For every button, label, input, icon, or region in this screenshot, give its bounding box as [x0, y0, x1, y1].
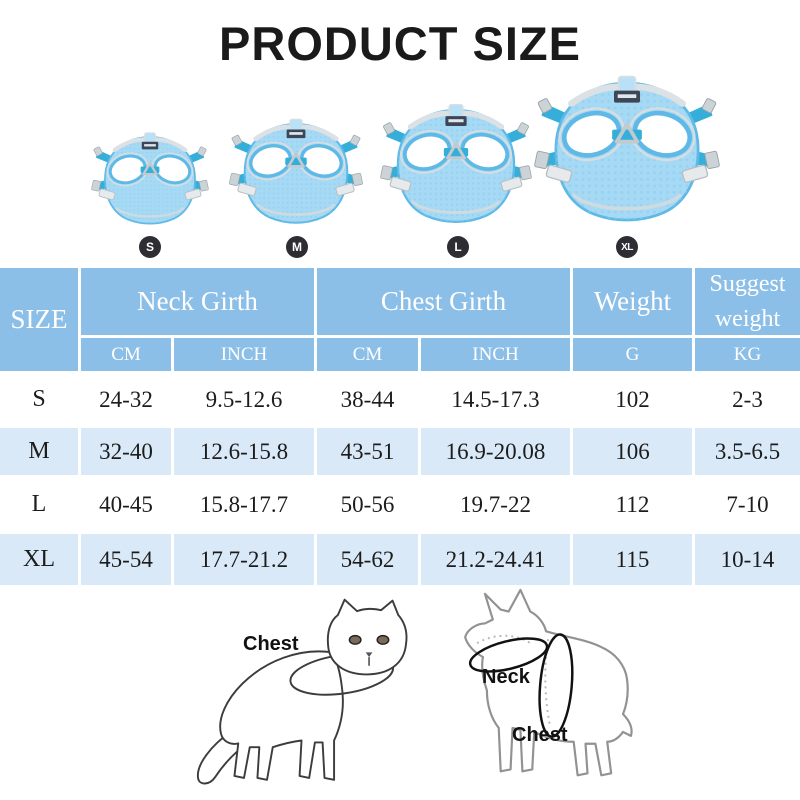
row-xl-chest-inch: 21.2-24.41: [421, 534, 570, 585]
row-l-neck-inch: 15.8-17.7: [174, 478, 314, 531]
row-xl-suggest-kg: 10-14: [695, 534, 800, 585]
row-s-suggest-kg: 2-3: [695, 374, 800, 425]
row-l-neck-cm: 40-45: [81, 478, 171, 531]
harness-image-s: [91, 130, 209, 230]
col-header-weight: Weight: [573, 268, 692, 335]
row-xl-neck-inch: 17.7-21.2: [174, 534, 314, 585]
row-xl-neck-cm: 45-54: [81, 534, 171, 585]
harness-image-l: [380, 101, 532, 230]
harness-image-xl: [534, 72, 720, 230]
row-l-size: L: [0, 478, 78, 531]
col-header-suggest-weight: Suggest weight: [695, 268, 800, 335]
harness-l-illustration: [380, 101, 532, 230]
harness-s-illustration: [91, 130, 209, 230]
row-l-suggest-kg: 7-10: [695, 478, 800, 531]
unit-header-neck-cm: CM: [81, 338, 171, 371]
col-header-chest-girth: Chest Girth: [317, 268, 570, 335]
row-xl-size: XL: [0, 534, 78, 585]
unit-header-chest-inch: INCH: [421, 338, 570, 371]
unit-header-chest-cm: CM: [317, 338, 418, 371]
harness-image-m: [229, 116, 363, 230]
row-s-size: S: [0, 374, 78, 425]
harness-xl-illustration: [534, 72, 720, 230]
row-m-chest-cm: 43-51: [317, 428, 418, 475]
row-m-weight-g: 106: [573, 428, 692, 475]
row-s-chest-inch: 14.5-17.3: [421, 374, 570, 425]
row-m-suggest-kg: 3.5-6.5: [695, 428, 800, 475]
cat-drawing: [197, 598, 408, 785]
unit-header-weight-g: G: [573, 338, 692, 371]
dog-chest-label: Chest: [512, 724, 568, 746]
col-header-neck-girth: Neck Girth: [81, 268, 314, 335]
size-badge-xl: XL: [616, 236, 638, 258]
row-l-chest-inch: 19.7-22: [421, 478, 570, 531]
dog-drawing: [464, 588, 633, 777]
row-l-chest-cm: 50-56: [317, 478, 418, 531]
row-s-chest-cm: 38-44: [317, 374, 418, 425]
size-table: SIZE Neck Girth Chest Girth Weight Sugge…: [0, 268, 800, 585]
unit-header-neck-inch: INCH: [174, 338, 314, 371]
row-s-weight-g: 102: [573, 374, 692, 425]
row-s-neck-inch: 9.5-12.6: [174, 374, 314, 425]
unit-header-suggest-kg: KG: [695, 338, 800, 371]
row-m-chest-inch: 16.9-20.08: [421, 428, 570, 475]
dog-neck-label: Neck: [482, 666, 530, 688]
cat-measure-diagram: [182, 592, 444, 798]
size-badge-m: M: [286, 236, 308, 258]
harness-m-illustration: [229, 116, 363, 230]
row-m-neck-inch: 12.6-15.8: [174, 428, 314, 475]
size-badge-l: L: [447, 236, 469, 258]
size-badge-s: S: [139, 236, 161, 258]
page-title: PRODUCT SIZE: [219, 17, 581, 70]
row-m-neck-cm: 32-40: [81, 428, 171, 475]
row-xl-weight-g: 115: [573, 534, 692, 585]
cat-chest-label: Chest: [243, 633, 299, 655]
col-header-size: SIZE: [0, 268, 78, 371]
row-s-neck-cm: 24-32: [81, 374, 171, 425]
row-m-size: M: [0, 428, 78, 475]
dog-measure-diagram: [437, 582, 665, 797]
row-xl-chest-cm: 54-62: [317, 534, 418, 585]
row-l-weight-g: 112: [573, 478, 692, 531]
